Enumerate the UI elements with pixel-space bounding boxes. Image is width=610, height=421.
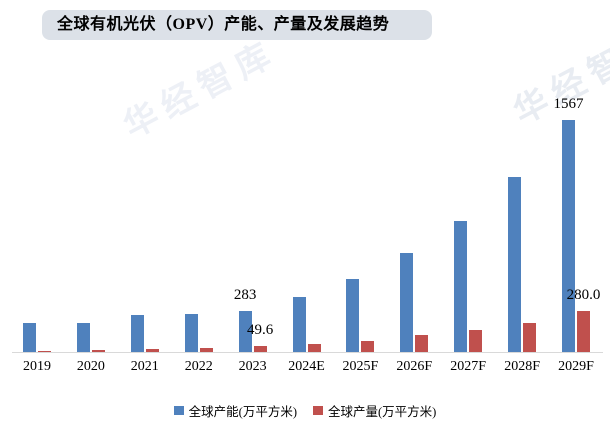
data-label-production-2023: 49.6 (246, 321, 274, 338)
legend: 全球产能(万平方米) 全球产量(万平方米) (0, 401, 610, 420)
x-axis-label-2024E: 2024E (288, 359, 325, 374)
x-axis-label-2023: 2023 (238, 359, 267, 374)
legend-label-capacity: 全球产能(万平方米) (188, 405, 297, 419)
bar-production-2026F (415, 334, 429, 353)
x-axis-label-2022: 2022 (184, 359, 213, 374)
data-label-capacity-2029F: 1567 (553, 96, 584, 112)
bar-capacity-2028F (508, 177, 522, 353)
bar-production-2028F (523, 323, 537, 353)
x-axis-labels: 2019 2020 2021 2022 2023 2024E 2025F 2026F 2027F… (0, 359, 610, 377)
bar-capacity-2021 (130, 314, 144, 353)
legend-item-production: 全球产量(万平方米) (313, 401, 436, 420)
bar-capacity-2020 (76, 323, 90, 353)
x-axis-label-2025F: 2025F (342, 359, 379, 374)
chart-title: 全球有机光伏（OPV）产能、产量及发展趋势 (57, 16, 390, 33)
bar-production-2021 (145, 349, 159, 353)
legend-item-capacity: 全球产能(万平方米) (173, 401, 297, 420)
x-axis-label-2020: 2020 (76, 359, 105, 374)
bar-production-2024E (307, 343, 321, 353)
legend-label-production: 全球产量(万平方米) (328, 405, 437, 419)
bar-production-2025F (361, 340, 375, 353)
data-label-capacity-2023: 283 (233, 286, 257, 303)
bar-production-2027F (469, 330, 483, 353)
chart-title-box: 全球有机光伏（OPV）产能、产量及发展趋势 (42, 10, 432, 40)
x-axis-label-2019: 2019 (23, 359, 51, 374)
bar-capacity-2022 (184, 314, 198, 353)
bar-production-2022 (199, 348, 213, 353)
x-axis-label-2027F: 2027F (450, 359, 487, 374)
capacity-swatch-icon (173, 406, 184, 415)
x-axis-label-2021: 2021 (130, 359, 159, 374)
x-axis-label-2029F: 2029F (558, 359, 594, 374)
bar-production-2020 (91, 350, 105, 353)
x-axis-label-2028F: 2028F (504, 359, 540, 374)
bar-capacity-2024E (292, 296, 306, 353)
x-axis-line (12, 352, 603, 353)
bar-production-2029F (577, 311, 590, 353)
bar-capacity-2029F (562, 120, 575, 353)
production-swatch-icon (313, 406, 323, 415)
bar-production-2023 (253, 345, 267, 353)
x-axis-label-2026F: 2026F (396, 359, 433, 374)
data-label-production-2029F: 280.0 (566, 287, 601, 304)
bar-capacity-2025F (346, 279, 360, 353)
bar-capacity-2027F (454, 221, 468, 353)
bar-capacity-2019 (23, 323, 36, 353)
bar-capacity-2023 (238, 310, 252, 353)
bar-capacity-2026F (400, 253, 414, 353)
plot-area: 283 49.6 1567 280.0 (23, 96, 601, 353)
